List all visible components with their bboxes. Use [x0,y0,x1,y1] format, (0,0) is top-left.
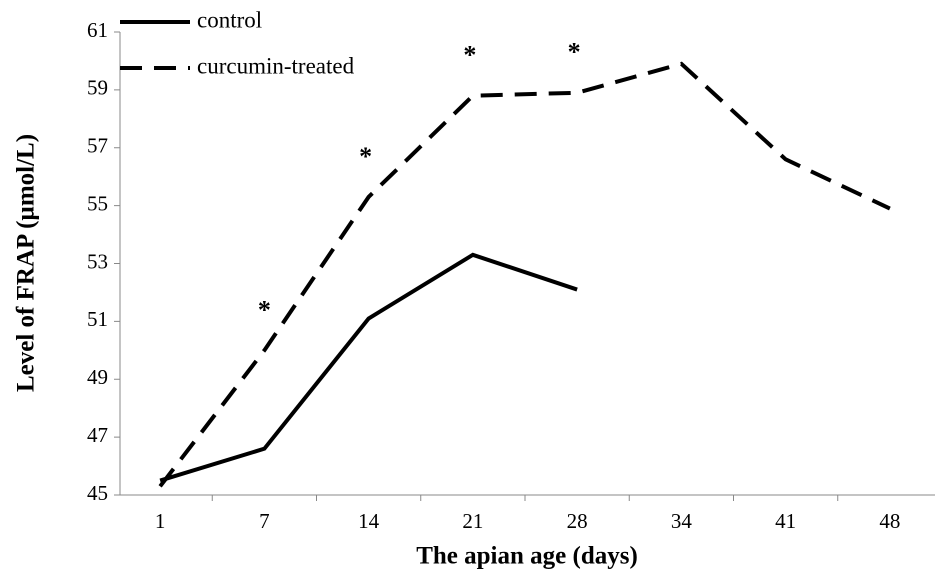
annotation: * [463,41,476,70]
x-tick-label: 48 [879,509,900,533]
y-tick-label: 45 [87,481,108,505]
y-axis-title: Level of FRAP (µmol/L) [13,134,40,392]
x-tick-label: 14 [358,509,380,533]
y-tick-label: 47 [87,423,108,447]
legend-label: control [197,7,262,32]
y-tick-label: 57 [87,134,108,158]
series-line [159,252,578,483]
legend-label: curcumin-treated [197,53,355,78]
x-tick-label: 41 [775,509,796,533]
annotation: * [568,38,581,67]
x-tick-label: 7 [259,509,270,533]
annotation: * [359,142,372,171]
x-tick-label: 34 [671,509,693,533]
y-tick-label: 51 [87,307,108,331]
x-tick-label: 28 [567,509,588,533]
x-tick-label: 1 [155,509,166,533]
y-tick-label: 49 [87,365,108,389]
series-line [158,61,891,488]
y-tick-label: 55 [87,191,108,215]
x-tick-label: 21 [462,509,483,533]
y-tick-label: 53 [87,249,108,273]
y-tick-label: 61 [87,18,108,42]
y-tick-label: 59 [87,76,108,100]
x-axis-title: The apian age (days) [416,543,638,570]
annotation: * [258,295,271,324]
